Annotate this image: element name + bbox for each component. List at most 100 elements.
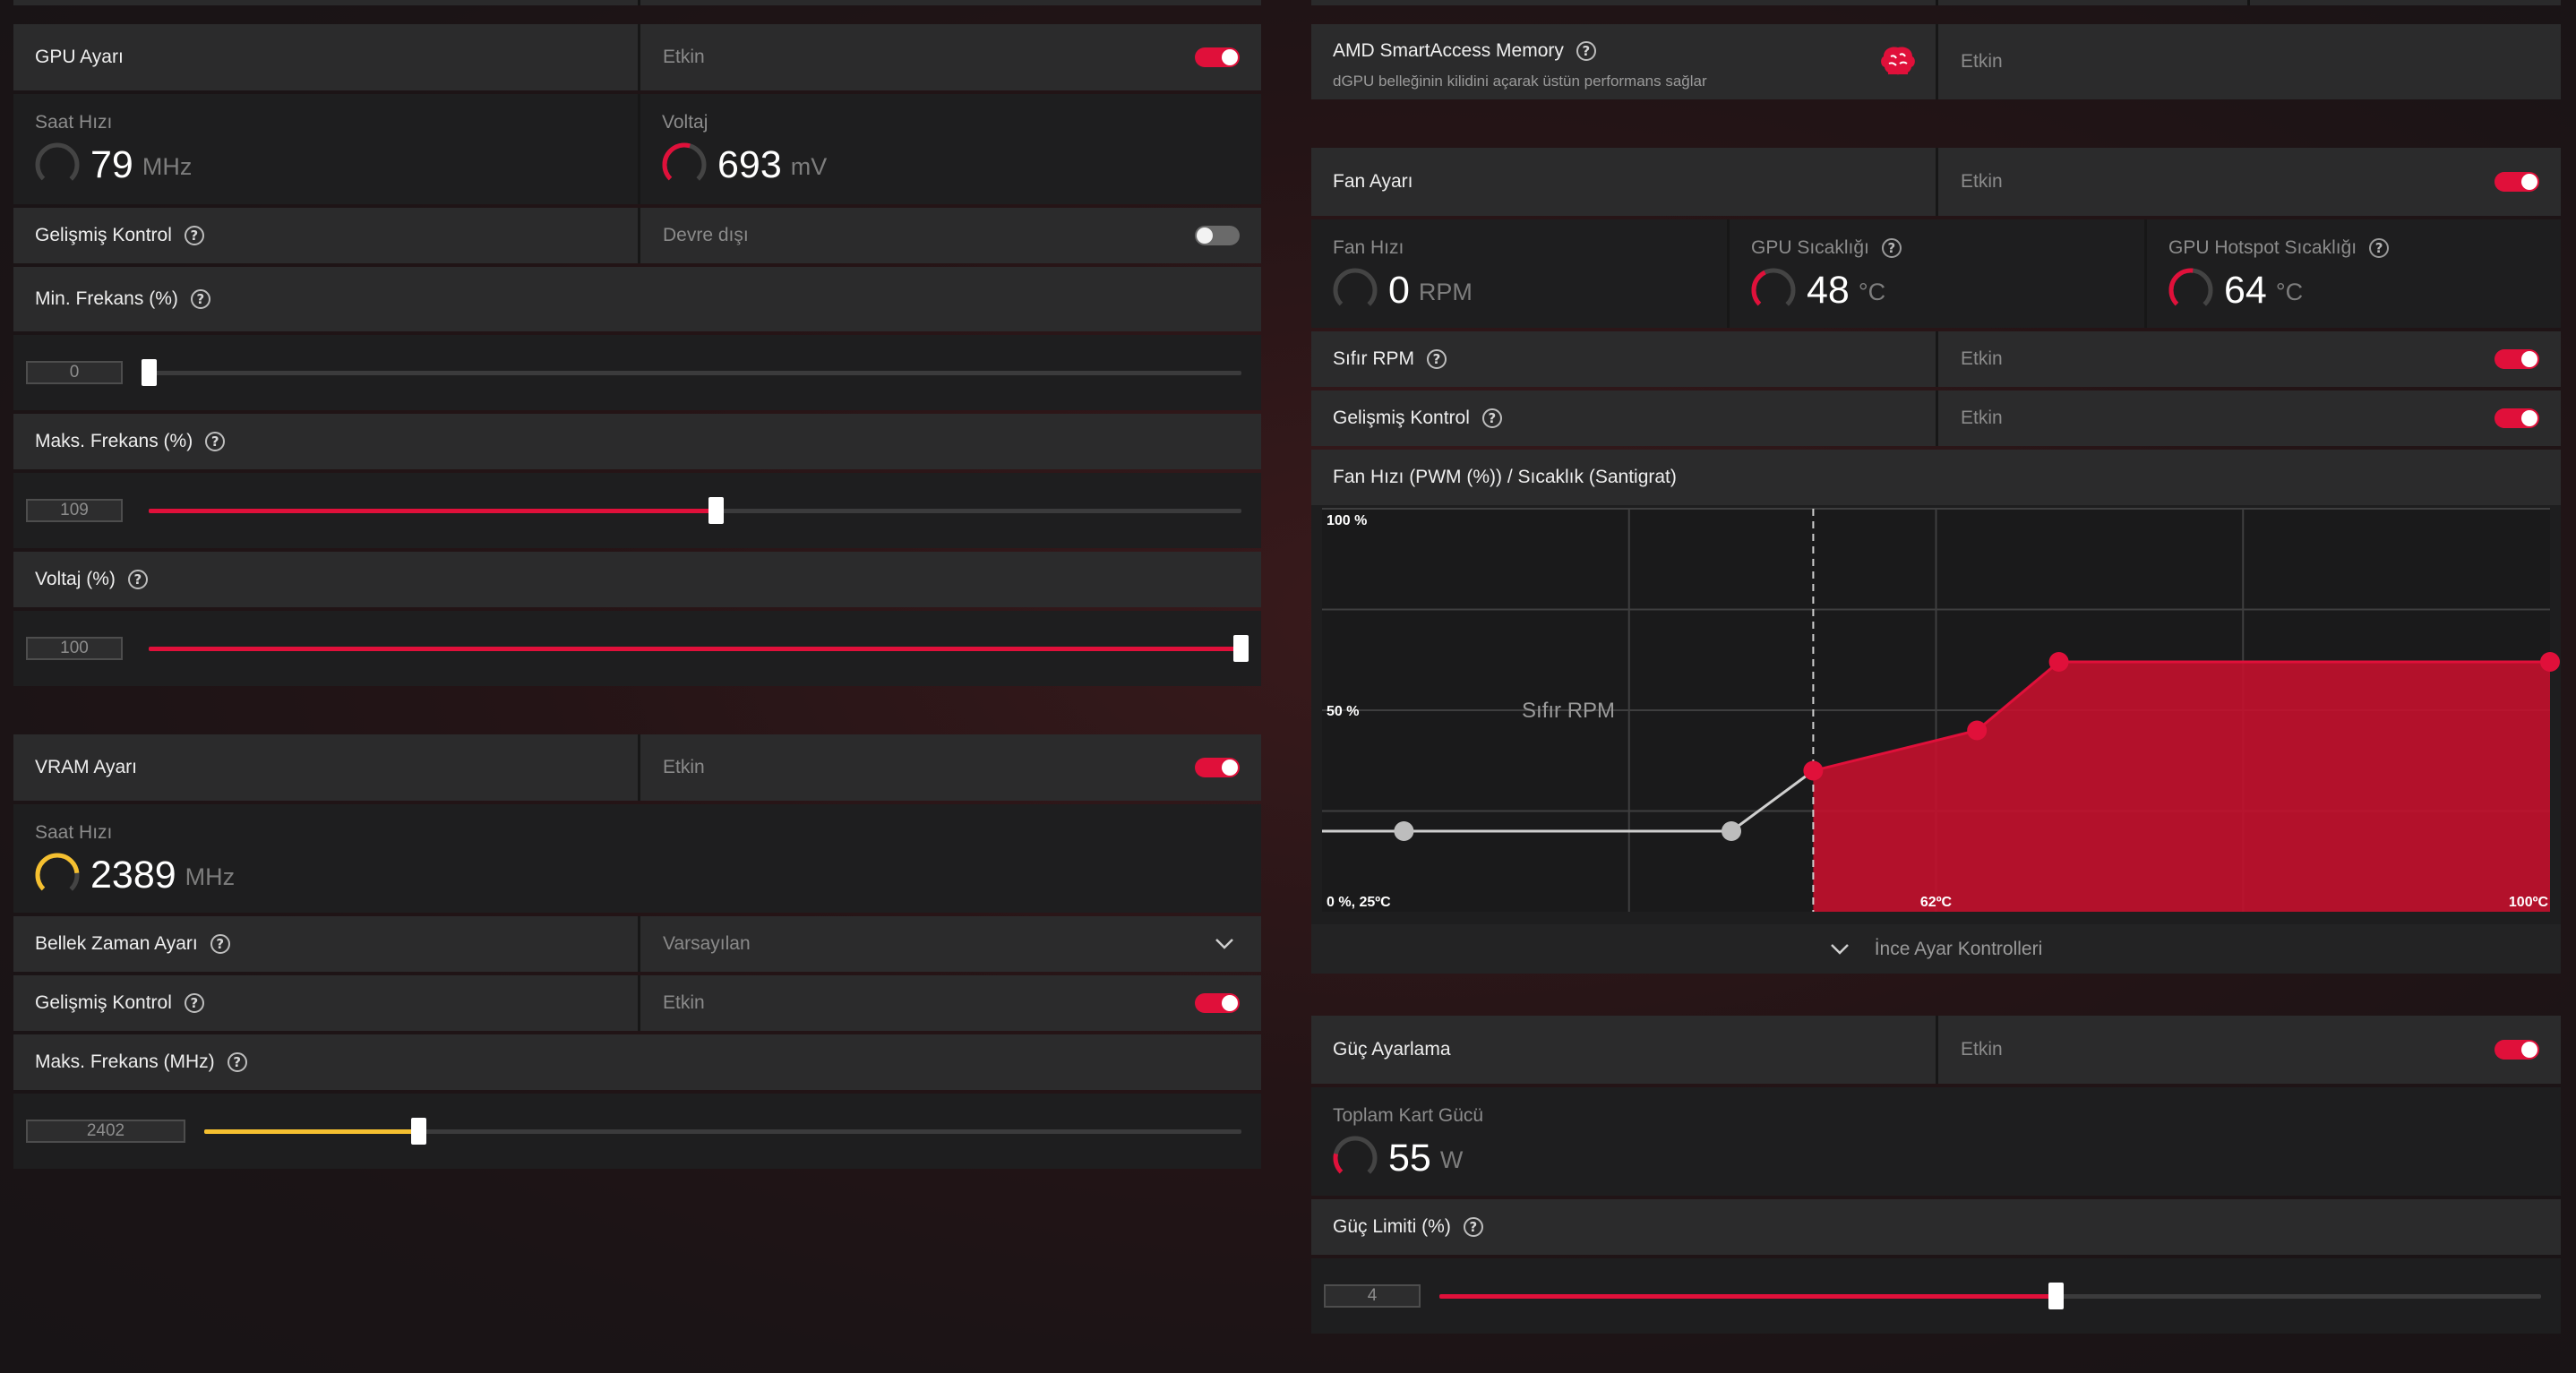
x-tick-label: 62ºC	[1920, 895, 1953, 910]
help-icon[interactable]: ?	[1463, 1217, 1483, 1237]
x-tick-label: 100ºC	[2509, 895, 2549, 910]
gpu-clock-metric: 79 MHz	[33, 141, 192, 189]
vram-clock-metric: 2389 MHz	[33, 851, 235, 899]
power-limit-header: Güç Limiti (%)?	[1311, 1199, 2561, 1255]
chevron-down-icon	[1830, 943, 1849, 955]
gpu-advanced-label: Gelişmiş Kontrol	[35, 225, 172, 245]
help-icon[interactable]: ?	[210, 934, 230, 954]
vram-clock-label: Saat Hızı	[35, 822, 113, 843]
zero-rpm-label: Sıfır RPM	[1333, 348, 1415, 369]
fan-tuning-toggle[interactable]	[2494, 172, 2539, 192]
hotspot-temp-gauge-icon	[2168, 268, 2213, 313]
help-icon[interactable]: ?	[127, 570, 148, 589]
fan-curve-svg[interactable]: Sıfır RPM 100 % 50 % 0 %, 25ºC 62ºC 100ºC	[1311, 505, 2561, 974]
memory-timing-value: Varsayılan	[663, 933, 751, 954]
vram-clock-gauge-icon	[35, 853, 80, 897]
gpu-temp-value: 48	[1807, 268, 1850, 312]
max-freq-handle[interactable]	[708, 497, 724, 524]
total-power-gauge-icon	[1333, 1136, 1378, 1180]
help-icon[interactable]: ?	[1427, 349, 1447, 369]
vram-advanced-toggle[interactable]	[1195, 993, 1240, 1013]
gpu-voltage-metric: 693 mV	[660, 141, 827, 189]
max-freq-input[interactable]: 109	[26, 499, 123, 522]
vram-max-freq-slider-row: 2402	[13, 1094, 1261, 1169]
vram-clock-value: 2389	[90, 853, 176, 897]
gpu-tuning-toggle[interactable]	[1195, 47, 1240, 67]
fan-advanced-label: Gelişmiş Kontrol	[1333, 408, 1470, 428]
voltage-pct-input[interactable]: 100	[26, 637, 123, 660]
curve-point-inactive	[1722, 821, 1741, 841]
voltage-pct-fill	[149, 647, 1241, 651]
power-tuning-toggle[interactable]	[2494, 1040, 2539, 1060]
voltage-pct-handle[interactable]	[1233, 635, 1249, 662]
gpu-voltage-unit: mV	[790, 152, 828, 180]
vram-max-freq-handle[interactable]	[411, 1118, 426, 1145]
min-freq-input[interactable]: 0	[26, 361, 123, 384]
power-limit-input[interactable]: 4	[1324, 1284, 1421, 1308]
zero-rpm-annotation: Sıfır RPM	[1522, 699, 1615, 723]
vram-max-freq-track[interactable]	[204, 1129, 1241, 1134]
curve-point-active	[2048, 652, 2069, 672]
vram-max-freq-label: Maks. Frekans (MHz)	[35, 1051, 215, 1072]
max-freq-fill	[149, 509, 717, 513]
curve-point-active	[1967, 720, 1988, 741]
total-power-unit: W	[1439, 1146, 1464, 1173]
help-icon[interactable]: ?	[1576, 41, 1596, 61]
curve-point-active	[1803, 760, 1824, 781]
gpu-advanced-row: Gelişmiş Kontrol? Devre dışı	[13, 208, 1261, 263]
vram-tuning-status: Etkin	[663, 757, 705, 777]
chart-ticks: 100 % 50 % 0 %, 25ºC 62ºC 100ºC	[1327, 513, 2548, 910]
help-icon[interactable]: ?	[190, 289, 210, 309]
fan-tuning-label: Fan Ayarı	[1333, 171, 1413, 192]
help-icon[interactable]: ?	[205, 432, 226, 451]
fine-tune-row[interactable]: İnce Ayar Kontrolleri	[1311, 924, 2561, 974]
help-icon[interactable]: ?	[1881, 238, 1902, 258]
gpu-advanced-toggle[interactable]	[1195, 226, 1240, 245]
power-tuning-label: Güç Ayarlama	[1333, 1039, 1451, 1060]
fan-speed-value: 0	[1388, 268, 1410, 312]
min-freq-handle[interactable]	[142, 359, 157, 386]
fan-curve-title: Fan Hızı (PWM (%)) / Sıcaklık (Santigrat…	[1333, 467, 1677, 487]
vram-max-freq-header: Maks. Frekans (MHz)?	[13, 1034, 1261, 1090]
min-freq-track[interactable]	[149, 371, 1241, 375]
gpu-voltage-label: Voltaj	[662, 112, 708, 133]
sam-status: Etkin	[1961, 51, 2003, 72]
memory-timing-dropdown[interactable]: Varsayılan	[638, 916, 1261, 972]
gpu-temp-unit: °C	[1858, 278, 1886, 305]
help-icon[interactable]: ?	[184, 993, 204, 1013]
max-freq-slider-row: 109	[13, 473, 1261, 548]
fan-curve-line-inactive	[1322, 769, 1815, 833]
gpu-tuning-row: GPU Ayarı Etkin	[13, 24, 1261, 90]
fan-speed-label: Fan Hızı	[1333, 237, 1404, 258]
power-limit-slider-row: 4	[1311, 1258, 2561, 1334]
gpu-clock-label: Saat Hızı	[35, 112, 113, 133]
fan-advanced-row: Gelişmiş Kontrol? Etkin	[1311, 390, 2561, 446]
min-freq-label: Min. Frekans (%)	[35, 288, 178, 309]
vram-tuning-toggle[interactable]	[1195, 758, 1240, 777]
vram-clock-unit: MHz	[185, 862, 236, 890]
sam-row: AMD SmartAccess Memory? dGPU belleğinin …	[1311, 24, 2561, 99]
help-icon[interactable]: ?	[227, 1052, 247, 1072]
vram-advanced-status: Etkin	[663, 992, 705, 1013]
help-icon[interactable]: ?	[184, 226, 204, 245]
power-tuning-status: Etkin	[1961, 1039, 2003, 1060]
sam-title: AMD SmartAccess Memory	[1333, 40, 1564, 61]
fan-advanced-toggle[interactable]	[2494, 408, 2539, 428]
fan-speed-metric: 0 RPM	[1331, 266, 1473, 314]
curve-point-inactive	[1394, 821, 1414, 841]
vram-max-freq-input[interactable]: 2402	[26, 1120, 185, 1143]
total-power-label: Toplam Kart Gücü	[1333, 1105, 1484, 1126]
fan-metrics-row: Fan Hızı 0 RPM GPU Sıcaklığı? 48 °C GPU …	[1311, 219, 2561, 328]
voltage-pct-label: Voltaj (%)	[35, 569, 116, 589]
zero-rpm-toggle[interactable]	[2494, 349, 2539, 369]
gpu-temp-gauge-icon	[1751, 268, 1796, 313]
gpu-tuning-label: GPU Ayarı	[35, 47, 124, 67]
memory-timing-row: Bellek Zaman Ayarı? Varsayılan	[13, 916, 1261, 972]
power-limit-handle[interactable]	[2048, 1283, 2064, 1309]
fan-curve-area	[1813, 662, 2550, 912]
help-icon[interactable]: ?	[2369, 238, 2390, 258]
power-limit-fill	[1439, 1294, 2057, 1299]
help-icon[interactable]: ?	[1481, 408, 1502, 428]
top-edge-right	[1311, 0, 2561, 5]
top-edge-left	[13, 0, 1261, 5]
